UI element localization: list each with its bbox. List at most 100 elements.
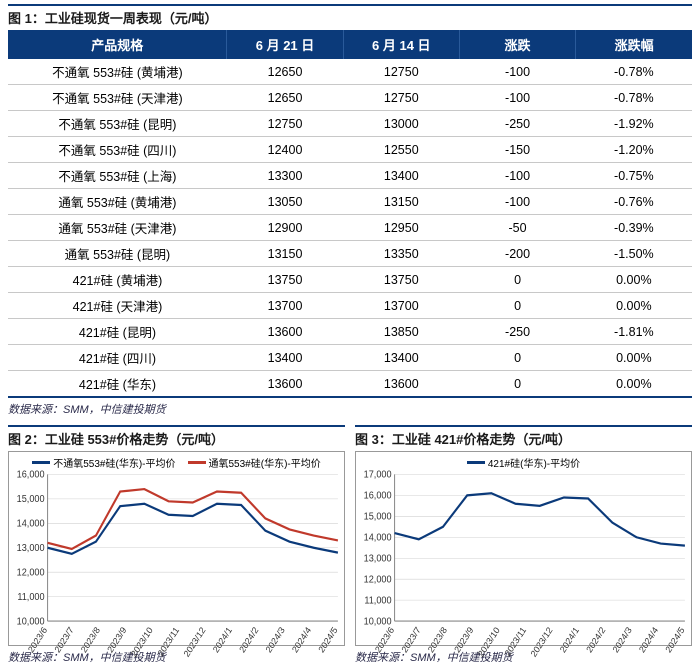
table-cell: -50 [459, 215, 575, 241]
legend-label: 不通氧553#硅(华东)-平均价 [53, 455, 175, 470]
table-cell: 12900 [227, 215, 343, 241]
table-cell: -1.20% [576, 137, 692, 163]
svg-text:12,000: 12,000 [17, 567, 45, 578]
table-row: 不通氧 553#硅 (黄埔港)1265012750-100-0.78% [8, 59, 692, 85]
table-cell: 13150 [227, 241, 343, 267]
table-cell: -100 [459, 85, 575, 111]
legend-swatch [188, 461, 206, 464]
legend-item: 不通氧553#硅(华东)-平均价 [32, 455, 175, 470]
table-header-cell: 6 月 14 日 [343, 30, 459, 59]
svg-text:2023/12: 2023/12 [529, 625, 555, 659]
table-cell: -250 [459, 111, 575, 137]
table-cell: 13150 [343, 189, 459, 215]
table-cell: 421#硅 (华东) [8, 371, 227, 398]
svg-text:13,000: 13,000 [364, 553, 392, 564]
svg-text:2023/7: 2023/7 [400, 625, 423, 654]
table-cell: 通氧 553#硅 (天津港) [8, 215, 227, 241]
svg-text:11,000: 11,000 [17, 592, 44, 603]
svg-text:12,000: 12,000 [364, 574, 392, 585]
svg-text:2024/3: 2024/3 [264, 625, 287, 654]
table-cell: 0 [459, 267, 575, 293]
svg-text:2023/11: 2023/11 [156, 625, 181, 658]
table-row: 通氧 553#硅 (昆明)1315013350-200-1.50% [8, 241, 692, 267]
table-row: 通氧 553#硅 (天津港)1290012950-50-0.39% [8, 215, 692, 241]
table-cell: -200 [459, 241, 575, 267]
table-cell: -0.78% [576, 85, 692, 111]
legend-item: 通氧553#硅(华东)-平均价 [188, 455, 321, 470]
table-cell: -100 [459, 163, 575, 189]
table-cell: 12650 [227, 59, 343, 85]
svg-text:2024/5: 2024/5 [664, 625, 687, 654]
table-cell: 不通氧 553#硅 (昆明) [8, 111, 227, 137]
svg-text:2024/5: 2024/5 [317, 625, 340, 654]
svg-text:2023/11: 2023/11 [503, 625, 528, 658]
svg-text:2024/4: 2024/4 [637, 625, 660, 654]
svg-text:16,000: 16,000 [17, 470, 45, 481]
table-row: 不通氧 553#硅 (上海)1330013400-100-0.75% [8, 163, 692, 189]
chart-right-svg: 10,00011,00012,00013,00014,00015,00016,0… [356, 470, 691, 663]
table-cell: 不通氧 553#硅 (上海) [8, 163, 227, 189]
table-cell: 不通氧 553#硅 (天津港) [8, 85, 227, 111]
table-cell: 13600 [227, 319, 343, 345]
table-cell: 13600 [227, 371, 343, 398]
legend-label: 通氧553#硅(华东)-平均价 [209, 455, 321, 470]
chart-right-legend: 421#硅(华东)-平均价 [356, 452, 691, 470]
table-row: 通氧 553#硅 (黄埔港)1305013150-100-0.76% [8, 189, 692, 215]
table-cell: -0.39% [576, 215, 692, 241]
svg-text:14,000: 14,000 [17, 518, 45, 529]
table-cell: 13700 [343, 293, 459, 319]
table-cell: 13000 [343, 111, 459, 137]
legend-item: 421#硅(华东)-平均价 [467, 455, 580, 470]
table-cell: 0 [459, 345, 575, 371]
table-row: 421#硅 (四川)134001340000.00% [8, 345, 692, 371]
table-row: 421#硅 (华东)136001360000.00% [8, 371, 692, 398]
svg-text:2023/7: 2023/7 [53, 625, 76, 654]
table-row: 不通氧 553#硅 (昆明)1275013000-250-1.92% [8, 111, 692, 137]
legend-swatch [32, 461, 50, 464]
table-header-row: 产品规格6 月 21 日6 月 14 日涨跌涨跌幅 [8, 30, 692, 59]
table-row: 不通氧 553#硅 (天津港)1265012750-100-0.78% [8, 85, 692, 111]
figure1-title: 图 1：工业硅现货一周表现（元/吨） [8, 4, 692, 30]
table-cell: 13050 [227, 189, 343, 215]
price-table: 产品规格6 月 21 日6 月 14 日涨跌涨跌幅 不通氧 553#硅 (黄埔港… [8, 30, 692, 398]
table-header-cell: 涨跌 [459, 30, 575, 59]
table-cell: -0.78% [576, 59, 692, 85]
table-cell: 12750 [343, 59, 459, 85]
svg-text:2024/1: 2024/1 [558, 625, 581, 654]
svg-text:14,000: 14,000 [364, 532, 392, 543]
table-cell: 0.00% [576, 267, 692, 293]
svg-text:2024/2: 2024/2 [237, 625, 260, 654]
table-cell: 12750 [343, 85, 459, 111]
table-source: 数据来源：SMM，中信建投期货 [8, 398, 692, 423]
table-cell: 13300 [227, 163, 343, 189]
svg-text:15,000: 15,000 [364, 511, 392, 522]
chart-left-svg: 10,00011,00012,00013,00014,00015,00016,0… [9, 470, 344, 663]
table-cell: 13400 [227, 345, 343, 371]
svg-text:2023/8: 2023/8 [426, 625, 449, 654]
svg-text:2023/10: 2023/10 [476, 625, 502, 659]
table-cell: 12750 [227, 111, 343, 137]
table-row: 421#硅 (天津港)137001370000.00% [8, 293, 692, 319]
svg-text:13,000: 13,000 [17, 543, 45, 554]
svg-text:2023/10: 2023/10 [129, 625, 155, 659]
table-cell: -0.76% [576, 189, 692, 215]
table-cell: -1.50% [576, 241, 692, 267]
table-header-cell: 6 月 21 日 [227, 30, 343, 59]
svg-text:2023/9: 2023/9 [105, 625, 128, 654]
table-cell: 12650 [227, 85, 343, 111]
table-cell: 0 [459, 371, 575, 398]
table-cell: 13400 [343, 345, 459, 371]
svg-text:2023/8: 2023/8 [79, 625, 102, 654]
svg-text:2024/2: 2024/2 [584, 625, 607, 654]
table-row: 421#硅 (昆明)1360013850-250-1.81% [8, 319, 692, 345]
legend-label: 421#硅(华东)-平均价 [488, 455, 580, 470]
table-cell: 通氧 553#硅 (昆明) [8, 241, 227, 267]
table-cell: 13850 [343, 319, 459, 345]
table-cell: -250 [459, 319, 575, 345]
svg-text:2023/9: 2023/9 [452, 625, 475, 654]
table-body: 不通氧 553#硅 (黄埔港)1265012750-100-0.78%不通氧 5… [8, 59, 692, 397]
table-cell: 13600 [343, 371, 459, 398]
table-cell: -0.75% [576, 163, 692, 189]
figure3-title: 图 3：工业硅 421#价格走势（元/吨） [355, 425, 692, 451]
table-row: 421#硅 (黄埔港)137501375000.00% [8, 267, 692, 293]
